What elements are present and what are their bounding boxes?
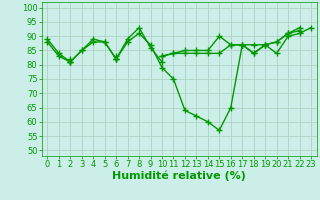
X-axis label: Humidité relative (%): Humidité relative (%) <box>112 171 246 181</box>
